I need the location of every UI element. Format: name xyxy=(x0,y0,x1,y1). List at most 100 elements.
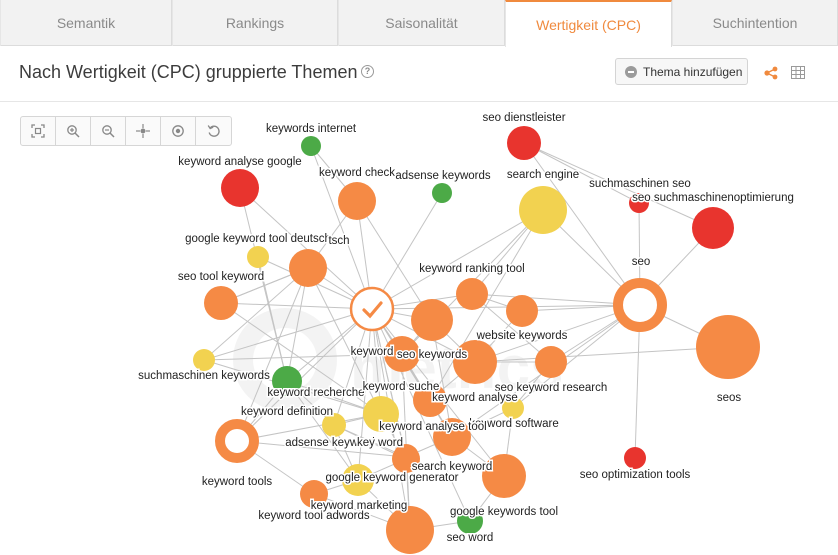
graph-edge xyxy=(523,142,714,229)
topic-node[interactable] xyxy=(322,413,346,437)
topic-node[interactable] xyxy=(300,480,328,508)
topic-node[interactable] xyxy=(482,454,526,498)
tab-suchintention[interactable]: Suchintention xyxy=(672,0,838,46)
topic-label: key word xyxy=(357,437,403,449)
topic-node[interactable] xyxy=(386,506,434,554)
graph-edge xyxy=(236,308,373,442)
graph-edge xyxy=(474,346,729,363)
topic-label: keyword definition xyxy=(241,406,333,418)
topic-label: search engine xyxy=(507,169,579,181)
topic-node[interactable] xyxy=(392,445,420,473)
topic-label: keyword analyse tool xyxy=(379,421,486,433)
topic-node[interactable] xyxy=(506,295,538,327)
topic-label: search keyword xyxy=(412,461,493,473)
topic-node[interactable] xyxy=(696,315,760,379)
graph-edge xyxy=(203,353,403,361)
topic-node[interactable] xyxy=(338,182,376,220)
tab-bar: Semantik Rankings Saisonalität Wertigkei… xyxy=(0,0,838,47)
topic-node[interactable] xyxy=(453,340,497,384)
check-icon xyxy=(362,301,383,319)
page-title: Nach Wertigkeit (CPC) gruppierte Themen xyxy=(19,62,358,82)
topic-label: keyword tool adwords xyxy=(258,510,369,522)
graph-edge xyxy=(523,142,640,204)
topic-node[interactable] xyxy=(507,126,541,160)
topic-label: google keywords tool xyxy=(450,506,558,518)
topic-node[interactable] xyxy=(413,383,447,417)
target-icon xyxy=(172,125,184,137)
topic-label: seos xyxy=(717,392,742,404)
graph-edge xyxy=(286,267,309,382)
table-view-icon[interactable] xyxy=(791,66,805,79)
topic-node[interactable] xyxy=(301,136,321,156)
topic-node[interactable] xyxy=(289,249,327,287)
topic-node[interactable] xyxy=(502,397,524,419)
graph-nodes xyxy=(193,126,760,554)
topic-node[interactable] xyxy=(613,278,667,332)
zoom-in-button[interactable] xyxy=(56,117,91,145)
topic-node[interactable] xyxy=(272,366,302,396)
graph-edge xyxy=(371,209,544,310)
topic-label: keyword tools xyxy=(202,476,273,488)
center-icon xyxy=(136,124,150,138)
topic-node[interactable] xyxy=(457,508,483,534)
tab-saisonalitaet[interactable]: Saisonalität xyxy=(338,0,505,46)
topic-node[interactable] xyxy=(204,286,238,320)
graph-edge xyxy=(286,380,359,481)
add-topic-button[interactable]: Thema hinzufügen xyxy=(615,58,748,85)
topic-node[interactable] xyxy=(349,286,395,332)
topic-label: suchmaschinen seo xyxy=(589,178,691,190)
graph-edge xyxy=(474,304,641,363)
topic-node[interactable] xyxy=(624,447,646,469)
topic-node[interactable] xyxy=(215,419,259,463)
graph-edge xyxy=(401,353,411,531)
topic-label: google keyword generator xyxy=(326,472,459,484)
center-button[interactable] xyxy=(126,117,161,145)
topic-node[interactable] xyxy=(411,299,453,341)
fit-screen-button[interactable] xyxy=(21,117,56,145)
graph-edge xyxy=(236,413,382,442)
graph-edge xyxy=(429,209,544,401)
topic-node[interactable] xyxy=(629,193,649,213)
graph-edge xyxy=(307,267,382,415)
reset-button[interactable] xyxy=(196,117,231,145)
topic-node[interactable] xyxy=(247,246,269,268)
topic-label: keyword check xyxy=(319,167,395,179)
topic-label: website keywords xyxy=(476,330,568,342)
topic-node[interactable] xyxy=(433,418,471,456)
tab-rankings[interactable]: Rankings xyxy=(172,0,338,46)
graph-edge xyxy=(239,187,288,382)
graph-edge xyxy=(512,304,641,409)
graph-edge xyxy=(220,302,382,415)
tab-semantik[interactable]: Semantik xyxy=(0,0,172,46)
topic-node[interactable] xyxy=(193,349,215,371)
topic-node[interactable] xyxy=(519,186,567,234)
topic-label: seo keywords xyxy=(397,349,468,361)
topic-label: seo dienstleister xyxy=(482,112,565,124)
topic-label: keyword ranking tool xyxy=(419,263,524,275)
zoom-out-button[interactable] xyxy=(91,117,126,145)
topic-label: keyword suche xyxy=(363,381,440,393)
target-button[interactable] xyxy=(161,117,196,145)
topic-label: seo tool keyword xyxy=(178,271,264,283)
topic-node[interactable] xyxy=(221,169,259,207)
topic-label: keyword analyse xyxy=(432,392,518,404)
topic-node[interactable] xyxy=(692,207,734,249)
zoom-in-icon xyxy=(67,125,80,138)
topic-label: tsch xyxy=(328,235,349,247)
topic-node[interactable] xyxy=(456,278,488,310)
topic-label: keyword software xyxy=(469,418,558,430)
tab-wertigkeit-cpc[interactable]: Wertigkeit (CPC) xyxy=(505,0,672,47)
topic-node[interactable] xyxy=(432,183,452,203)
topic-node[interactable] xyxy=(384,336,420,372)
info-icon[interactable]: ? xyxy=(361,65,374,78)
graph-view-icon[interactable] xyxy=(763,66,779,80)
add-topic-label: Thema hinzufügen xyxy=(643,64,743,79)
minus-circle-icon xyxy=(625,65,637,78)
topic-label: adsense keywords xyxy=(395,170,490,182)
topic-label: seo suchmaschinenoptimierung xyxy=(632,192,794,204)
topic-node[interactable] xyxy=(363,396,399,432)
topic-node[interactable] xyxy=(342,464,374,496)
topic-node[interactable] xyxy=(535,346,567,378)
topic-label: seo word xyxy=(447,532,494,544)
